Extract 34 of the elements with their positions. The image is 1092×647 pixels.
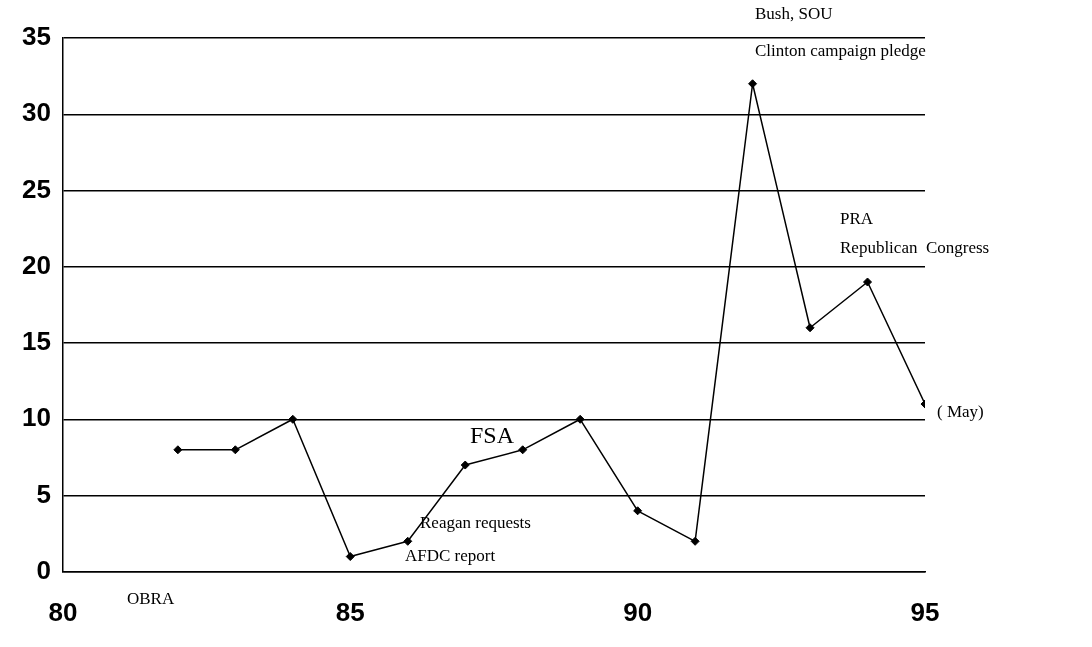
annotation: PRA [840, 209, 874, 229]
point [690, 536, 700, 546]
text: ( May) [937, 402, 984, 422]
text: OBRA [127, 589, 175, 609]
point [575, 414, 585, 424]
point [288, 414, 298, 424]
y-tick-label: 15 [22, 326, 51, 357]
y-tick-label: 25 [22, 173, 51, 204]
y-tick-label: 0 [36, 554, 51, 585]
y-tick-label: 30 [22, 97, 51, 128]
point [748, 79, 758, 89]
annotation: FSA [470, 422, 515, 449]
annotation: Reagan requests [420, 513, 531, 533]
point [345, 552, 355, 562]
y-tick-label: 5 [36, 478, 51, 509]
annotation: AFDC report [405, 546, 496, 566]
point [518, 445, 528, 455]
point [403, 536, 413, 546]
y-tick-label: 20 [22, 249, 51, 280]
x-tick-label: 95 [910, 596, 940, 627]
point [173, 445, 183, 455]
x-tick-label: 80 [48, 596, 78, 627]
annotation: Clinton campaign pledge [755, 41, 926, 61]
point [805, 323, 815, 333]
x-tick-label: 90 [623, 596, 653, 627]
point [230, 445, 240, 455]
point [633, 506, 643, 516]
x-tick-label: 85 [335, 596, 365, 627]
point [863, 277, 873, 287]
y-tick-label: 10 [22, 402, 51, 433]
text: Bush, SOU [755, 4, 833, 24]
annotation: Republican Congress [840, 238, 990, 258]
point [460, 460, 470, 470]
y-tick-label: 35 [22, 21, 51, 52]
